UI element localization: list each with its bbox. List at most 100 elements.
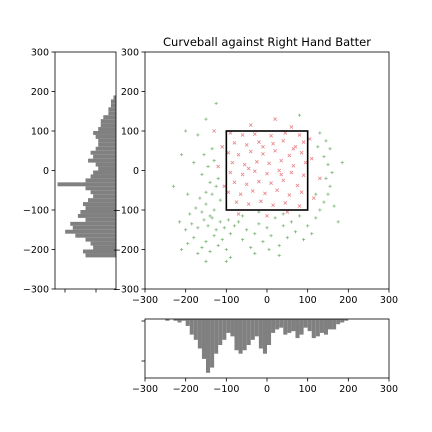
left-histogram-bar <box>75 233 116 238</box>
scatter-point <box>238 192 243 197</box>
scatter-point <box>200 245 204 250</box>
scatter-point <box>336 220 340 224</box>
scatter-point <box>236 220 241 224</box>
scatter-point <box>252 169 257 174</box>
scatter-point <box>210 216 214 220</box>
left-hist-y-tick-label: −200 <box>23 245 49 256</box>
left-histogram-panel: −300 −200 −100 0 100 200 300 <box>23 48 117 296</box>
scatter-point <box>287 193 292 197</box>
scatter-point <box>303 160 308 165</box>
scatter-point <box>208 249 212 254</box>
left-histogram-bar <box>103 115 116 120</box>
scatter-point <box>200 172 204 177</box>
bottom-histogram-bar <box>222 319 227 340</box>
scatter-point <box>261 144 265 149</box>
scatter-point <box>257 222 261 226</box>
bottom-histogram-bar <box>230 319 235 337</box>
bottom-histogram-bar <box>283 319 288 335</box>
scatter-point <box>297 204 302 208</box>
left-histogram-bar <box>77 213 116 218</box>
left-histogram-bar <box>108 111 116 116</box>
bottom-histogram-bar <box>328 319 333 330</box>
scatter-point <box>196 133 200 137</box>
bottom-histogram-bar <box>344 319 349 321</box>
y-tick-label: 300 <box>121 48 139 59</box>
scatter-point <box>244 142 249 147</box>
scatter-point <box>265 214 269 218</box>
bottom-histogram-bar <box>250 319 255 340</box>
scatter-point <box>222 184 227 189</box>
left-histogram-bar <box>72 225 116 230</box>
scatter-point <box>202 218 206 222</box>
scatter-point <box>267 161 271 166</box>
left-histogram-bar <box>93 154 116 159</box>
bottom-histogram-bar <box>340 319 345 323</box>
scatter-point <box>314 192 318 196</box>
scatter-point <box>218 198 222 202</box>
scatter-point <box>285 236 289 240</box>
x-tick-label: 0 <box>264 295 270 306</box>
bottom-histogram-bar <box>185 319 190 326</box>
scatter-point <box>196 226 200 230</box>
x-tick-label: −100 <box>213 295 239 306</box>
scatter-point <box>220 238 224 242</box>
bottom-histogram-bar <box>295 319 300 339</box>
scatter-point <box>263 191 267 196</box>
scatter-point <box>279 172 284 177</box>
left-histogram-bar <box>85 178 116 183</box>
scatter-point <box>241 214 245 218</box>
scatter-point <box>252 132 257 137</box>
scatter-point <box>240 133 245 137</box>
bottom-histogram-bar <box>206 319 211 373</box>
scatter-point <box>275 188 280 193</box>
scatter-panel: Curveball against Right Hand Batter −300… <box>113 35 398 306</box>
scatter-point <box>310 232 314 236</box>
scatter-point <box>232 140 237 145</box>
scatter-point <box>218 220 222 224</box>
bottom-histogram-bar <box>177 319 182 323</box>
left-hist-y-tick-label: 0 <box>43 166 49 177</box>
left-histogram-bar <box>90 241 116 246</box>
left-histogram-bar <box>98 142 116 147</box>
scatter-point <box>184 228 188 232</box>
scatter-point <box>256 179 261 184</box>
scatter-point <box>228 255 232 259</box>
x-tick-label: −300 <box>132 295 158 306</box>
scatter-point <box>314 216 318 220</box>
scatter-point <box>277 253 281 258</box>
left-histogram-bar <box>82 202 116 207</box>
scatter-point <box>210 192 214 196</box>
scatter-point <box>281 224 285 228</box>
bottom-histogram-panel: −300 −200 −100 0 100 200 300 <box>132 318 398 395</box>
scatter-point <box>302 238 306 242</box>
scatter-point <box>265 171 269 176</box>
scatter-point <box>306 224 310 228</box>
scatter-point <box>277 243 281 248</box>
bottom-histogram-bar <box>279 319 284 328</box>
scatter-point <box>204 202 208 206</box>
scatter-point <box>236 212 241 216</box>
scatter-point <box>273 117 278 122</box>
y-tick-label: −200 <box>113 245 139 256</box>
scatter-point <box>269 181 273 186</box>
scatter-point <box>299 150 304 155</box>
scatter-point <box>246 202 251 206</box>
y-tick-label: −100 <box>113 206 139 217</box>
left-histogram-bar <box>93 131 116 135</box>
scatter-point <box>246 166 251 171</box>
left-histogram-bar <box>70 221 116 226</box>
bottom-histogram-bar <box>332 319 337 330</box>
scatter-point <box>240 172 245 177</box>
scatter-point <box>281 178 286 183</box>
scatter-point <box>224 259 228 263</box>
scatter-point <box>244 182 249 187</box>
scatter-point <box>256 140 261 144</box>
scatter-point <box>220 144 225 149</box>
left-histogram-bar <box>98 127 116 131</box>
y-tick-label: −300 <box>113 285 139 296</box>
scatter-point <box>307 137 312 141</box>
left-histogram-bar <box>90 150 116 155</box>
bottom-histogram-bar <box>214 319 219 354</box>
scatter-point <box>242 162 247 167</box>
